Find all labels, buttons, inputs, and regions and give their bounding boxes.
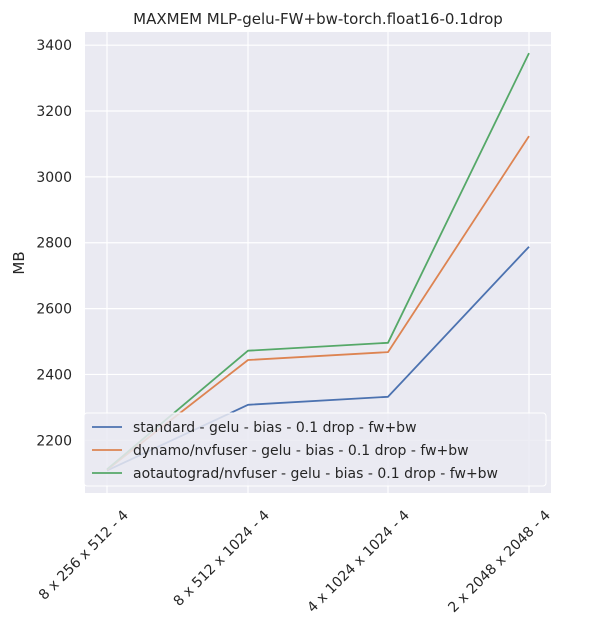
legend-label-2: dynamo/nvfuser - gelu - bias - 0.1 drop … bbox=[133, 443, 469, 459]
series-line-3 bbox=[106, 52, 530, 470]
legend: standard - gelu - bias - 0.1 drop - fw+b… bbox=[83, 412, 547, 487]
y-tick-label: 2200 bbox=[36, 433, 72, 449]
y-tick-label: 2600 bbox=[36, 302, 72, 318]
x-tick-labels: 8 x 256 x 512 - 4 8 x 512 x 1024 - 4 4 x 1… bbox=[36, 507, 554, 616]
y-tick-label: 3200 bbox=[36, 104, 72, 120]
chart-title: MAXMEM MLP-gelu-FW+bw-torch.float16-0.1d… bbox=[133, 10, 503, 28]
y-tick-label: 2800 bbox=[36, 236, 72, 252]
y-tick-label: 3000 bbox=[36, 170, 72, 186]
y-tick-label: 2400 bbox=[36, 367, 72, 383]
x-tick-label: 8 x 256 x 512 - 4 bbox=[36, 507, 132, 603]
legend-label-3: aotautograd/nvfuser - gelu - bias - 0.1 … bbox=[133, 466, 498, 482]
y-tick-labels: 2200 2400 2600 2800 3000 3200 3400 bbox=[36, 38, 72, 449]
legend-box bbox=[83, 412, 547, 487]
x-tick-label: 8 x 512 x 1024 - 4 bbox=[171, 507, 273, 609]
x-tick-label: 2 x 2048 x 2048 - 4 bbox=[445, 507, 554, 616]
legend-label-1: standard - gelu - bias - 0.1 drop - fw+b… bbox=[133, 420, 417, 436]
x-tick-label: 4 x 1024 x 1024 - 4 bbox=[304, 507, 413, 616]
y-axis-label: MB bbox=[10, 251, 28, 274]
y-tick-label: 3400 bbox=[36, 38, 72, 54]
